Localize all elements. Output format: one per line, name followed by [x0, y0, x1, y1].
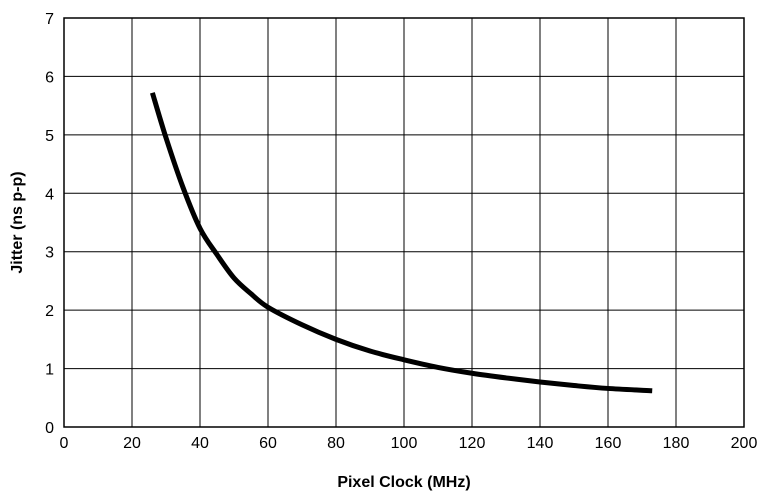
jitter-curve: [150, 92, 653, 394]
x-tick-label: 200: [731, 435, 758, 452]
y-tick-label: 5: [45, 128, 54, 145]
y-tick-label: 2: [45, 303, 54, 320]
x-tick-label: 80: [327, 435, 345, 452]
x-tick-label: 140: [527, 435, 554, 452]
y-tick-label: 0: [45, 420, 54, 437]
x-tick-label: 160: [595, 435, 622, 452]
x-tick-label: 120: [459, 435, 486, 452]
y-tick-label: 3: [45, 245, 54, 262]
y-tick-labels: 0 1 2 3 4 5 6 7: [45, 11, 54, 437]
x-tick-label: 20: [123, 435, 141, 452]
y-axis-title: Jitter (ns p-p): [9, 171, 26, 273]
y-tick-label: 6: [45, 69, 54, 86]
gridlines: [63, 17, 745, 428]
x-axis-title: Pixel Clock (MHz): [337, 474, 470, 491]
x-tick-label: 100: [391, 435, 418, 452]
y-tick-label: 1: [45, 362, 54, 379]
series-group: [150, 92, 653, 394]
x-tick-label: 60: [259, 435, 277, 452]
x-tick-label: 40: [191, 435, 209, 452]
x-tick-labels: 0 20 40 60 80 100 120 140 160 180 200: [60, 435, 758, 452]
x-tick-label: 180: [663, 435, 690, 452]
x-tick-label: 0: [60, 435, 69, 452]
plot-frame: [63, 17, 745, 428]
y-tick-label: 7: [45, 11, 54, 28]
y-tick-label: 4: [45, 186, 54, 203]
